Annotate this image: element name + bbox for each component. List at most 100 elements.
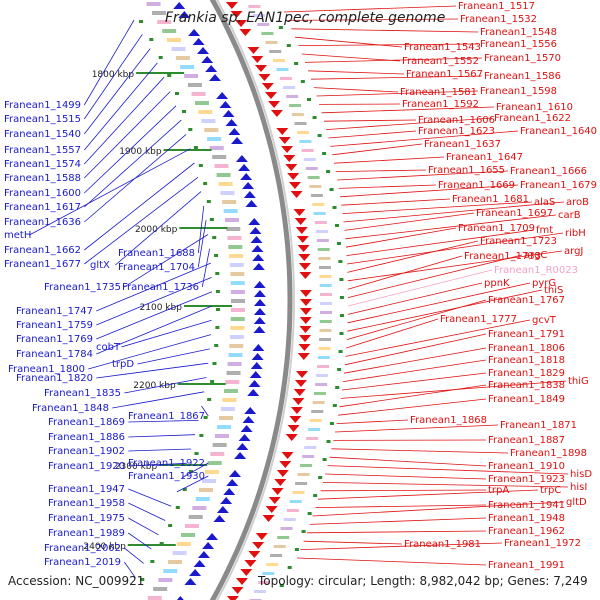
gene-label-right: Franean1_1610 bbox=[496, 102, 573, 113]
feature-block bbox=[220, 191, 235, 195]
tick-mark bbox=[326, 170, 331, 173]
feature-block bbox=[230, 308, 245, 312]
feature-block bbox=[319, 302, 332, 305]
label-leader-left bbox=[96, 305, 213, 355]
label-leader-left bbox=[83, 62, 158, 151]
feature-block bbox=[214, 434, 229, 438]
label-leader-right bbox=[335, 424, 499, 433]
feature-block bbox=[299, 464, 312, 467]
label-leader-right bbox=[291, 28, 479, 33]
label-leader-left bbox=[124, 377, 207, 394]
tick-mark bbox=[215, 308, 220, 311]
tick-mark bbox=[198, 164, 203, 167]
gene-label-right: Franean1_1640 bbox=[520, 126, 597, 137]
feature-block bbox=[269, 50, 282, 53]
gene-arrow-blue bbox=[236, 443, 249, 450]
label-leader-left bbox=[83, 48, 151, 135]
label-leader-right bbox=[345, 227, 457, 248]
feature-block bbox=[212, 155, 227, 159]
feature-block bbox=[146, 2, 161, 6]
label-leader-right bbox=[308, 70, 405, 75]
label-leader-left bbox=[128, 434, 196, 438]
feature-block bbox=[306, 437, 319, 440]
label-leader-right bbox=[316, 90, 479, 97]
gene-arrow-red bbox=[240, 569, 253, 576]
label-leader-right bbox=[304, 57, 483, 63]
feature-block bbox=[312, 203, 325, 206]
label-leader-right bbox=[346, 318, 439, 349]
gene-arrow-red bbox=[274, 479, 287, 486]
gene-label-left: Franean1_1677 bbox=[4, 259, 81, 270]
forward-strand-genes bbox=[225, 2, 312, 600]
gene-label-right: alaS bbox=[534, 197, 555, 208]
tick-mark bbox=[335, 386, 340, 389]
gene-arrow-red bbox=[294, 380, 307, 387]
label-leader-right bbox=[309, 517, 487, 525]
label-leader-right bbox=[347, 289, 543, 332]
gene-label-left: Franean1_1867 bbox=[128, 411, 205, 422]
gene-label-right: Franean1_1532 bbox=[460, 14, 537, 25]
feature-block bbox=[299, 140, 312, 143]
label-leader-right bbox=[346, 299, 487, 340]
label-leader-right bbox=[326, 117, 493, 130]
gene-label-right: carB bbox=[558, 210, 581, 221]
gene-arrow-red bbox=[247, 47, 260, 54]
feature-block bbox=[228, 245, 243, 249]
label-leader-right bbox=[347, 254, 523, 298]
gene-arrow-red bbox=[265, 506, 278, 513]
gene-arrow-red bbox=[293, 389, 306, 396]
gene-arrow-red bbox=[281, 146, 294, 153]
feature-block bbox=[228, 353, 243, 357]
feature-block bbox=[319, 320, 332, 323]
gene-label-right: Franean1_1868 bbox=[410, 415, 487, 426]
tick-mark bbox=[212, 362, 217, 365]
label-leader-right bbox=[345, 319, 531, 357]
feature-block bbox=[163, 569, 178, 573]
label-leader-right bbox=[322, 482, 569, 488]
gene-label-right: hisI bbox=[570, 482, 587, 493]
label-leader-right bbox=[300, 542, 503, 550]
gene-arrow-red bbox=[268, 497, 281, 504]
feature-block bbox=[230, 299, 245, 303]
gene-label-right: Franean1_1586 bbox=[484, 71, 561, 82]
gene-arrow-red bbox=[296, 371, 309, 378]
label-leader-right bbox=[346, 232, 564, 265]
gene-label-right: Franean1_1829 bbox=[488, 368, 565, 379]
gene-label-left: gltX bbox=[90, 260, 110, 271]
feature-block bbox=[219, 416, 234, 420]
feature-block bbox=[229, 263, 244, 267]
gene-arrow-blue bbox=[245, 200, 258, 207]
gene-arrow-red bbox=[226, 596, 239, 600]
feature-block bbox=[229, 344, 244, 348]
feature-block bbox=[297, 473, 310, 476]
tick-mark bbox=[339, 296, 344, 299]
label-leader-left bbox=[84, 119, 182, 208]
gene-label-right: Franean1_1923 bbox=[488, 474, 565, 485]
gene-arrow-red bbox=[295, 227, 308, 234]
accession-label: Accession: NC_009921 bbox=[8, 574, 145, 588]
tick-mark bbox=[206, 200, 211, 203]
gene-arrow-red bbox=[288, 182, 301, 189]
label-leader-right bbox=[339, 384, 487, 408]
label-leader-right bbox=[301, 53, 401, 62]
feature-block bbox=[217, 425, 232, 429]
feature-block bbox=[319, 311, 332, 314]
gene-label-right: Franean1_1767 bbox=[488, 295, 565, 306]
gene-label-right: argC bbox=[524, 250, 547, 261]
feature-block bbox=[230, 317, 245, 321]
gene-label-right: argJ bbox=[564, 246, 583, 257]
gene-label-left: Franean1_1557 bbox=[4, 145, 81, 156]
feature-block bbox=[204, 470, 219, 474]
feature-block bbox=[192, 506, 207, 510]
tick-mark bbox=[150, 560, 155, 563]
label-leader-right bbox=[329, 456, 487, 467]
label-leader-left bbox=[96, 262, 211, 312]
gene-label-left: Franean1_2019 bbox=[44, 557, 121, 568]
feature-block bbox=[309, 185, 322, 188]
gene-label-left: Franean1_1820 bbox=[16, 373, 93, 384]
feature-block bbox=[151, 11, 166, 15]
kbp-scale-label: 2400 kbp bbox=[83, 542, 126, 552]
feature-block bbox=[311, 410, 324, 413]
tick-mark bbox=[338, 350, 343, 353]
